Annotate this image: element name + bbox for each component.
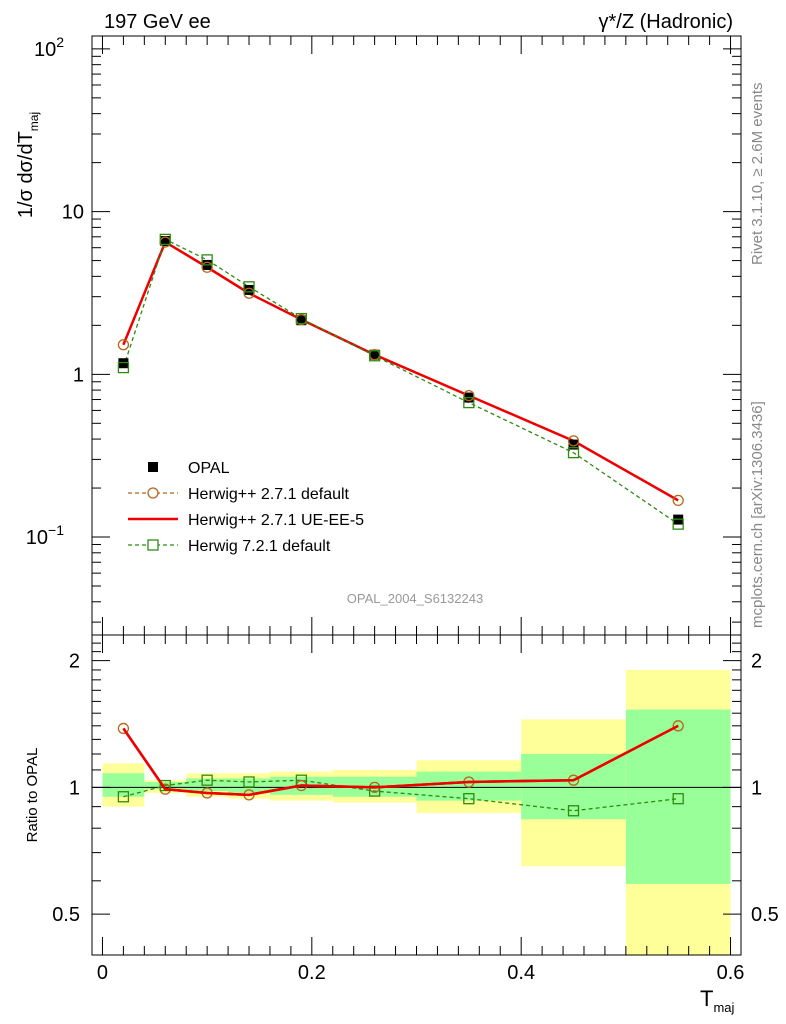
x-tick-label-0: 0	[97, 962, 108, 984]
ratio-marker-herwig-7-2-1-default-8	[672, 793, 684, 805]
y-axis-label-sub: maj	[27, 112, 41, 131]
marker-herwig-7-2-1-default-1	[159, 233, 171, 246]
side-label-top: Rivet 3.1.10, ≥ 2.6M events	[749, 83, 766, 266]
ratio-line-herwig-7-2-1-default	[123, 779, 679, 812]
ratio-bands	[102, 669, 731, 955]
watermark: OPAL_2004_S6132243	[347, 591, 483, 606]
legend-label-herwig-2-7-1-default: Herwig++ 2.7.1 default	[188, 486, 350, 503]
ratio-marker-herwig-2-7-1-default-8	[672, 720, 684, 732]
marker-herwig-7-2-1-default-6	[463, 396, 475, 409]
x-axis-label: T	[700, 986, 713, 1011]
marker-herwig-7-2-1-default-5	[368, 350, 381, 362]
ratio-tick-label-right-2: 2	[751, 651, 762, 673]
y-axis-label: 1/σ dσ/dT	[15, 131, 37, 218]
marker-herwig-2-7-1-default-3	[243, 287, 255, 299]
legend: OPAL Herwig++ 2.7.1 default Herwig++ 2.7.1…	[128, 460, 364, 555]
svg-text:1/σ dσ/dTmaj: 1/σ dσ/dTmaj	[15, 112, 41, 218]
marker-herwig-7-2-1-default-7	[567, 447, 580, 459]
line-herwig-7-2-1-default	[122, 238, 679, 525]
marker-opal-3	[244, 284, 255, 295]
marker-opal-7	[568, 439, 579, 450]
band-inner-3	[228, 778, 270, 793]
series-markers	[117, 233, 684, 817]
band-inner-0	[102, 773, 145, 797]
ratio-tick-label-right-0: 0.5	[751, 904, 779, 926]
legend-marker-opal	[148, 462, 158, 472]
marker-herwig-7-2-1-default-8	[672, 518, 684, 530]
marker-herwig-2-7-1-default-6	[463, 389, 475, 402]
y-tick-label-2: 10	[62, 202, 84, 224]
band-inner-8	[625, 709, 731, 884]
marker-opal-1	[160, 235, 171, 246]
svg-text:Tmaj: Tmaj	[700, 986, 735, 1015]
marker-herwig-7-2-1-default-4	[295, 312, 308, 325]
ratio-marker-herwig-7-2-1-default-0	[117, 791, 130, 803]
ratio-tick-label-2: 2	[69, 651, 80, 673]
ratio-marker-herwig-7-2-1-default-1	[159, 779, 171, 792]
marker-herwig-2-7-1-default-8	[672, 494, 684, 507]
marker-herwig-2-7-1-default-7	[567, 435, 580, 447]
ratio-marker-herwig-7-2-1-default-5	[368, 785, 381, 797]
marker-herwig-2-7-1-default-0	[117, 339, 130, 351]
y-tick-label-3: 102	[34, 34, 64, 61]
ratio-tick-label-right-1: 1	[751, 777, 762, 799]
marker-herwig-7-2-1-default-3	[243, 281, 255, 293]
x-tick-label-1: 0.2	[298, 962, 326, 984]
x-axis-label-sub: maj	[713, 1000, 734, 1015]
ratio-tick-label-0: 0.5	[52, 904, 80, 926]
header-left: 197 GeV ee	[104, 11, 211, 33]
marker-opal-4	[296, 315, 307, 326]
y-tick-label-1: 1	[73, 364, 84, 386]
legend-marker-herwig-7-2-1-default	[147, 539, 159, 551]
ratio-marker-herwig-7-2-1-default-2	[201, 774, 213, 786]
legend-label-herwig-2-7-1-ue-ee-5: Herwig++ 2.7.1 UE-EE-5	[188, 512, 364, 529]
marker-herwig-7-2-1-default-2	[201, 254, 213, 266]
ratio-line-top-herwig-2-7-1-ue-ee-5	[122, 724, 679, 797]
ratio-marker-herwig-7-2-1-default-3	[243, 776, 255, 788]
ratio-tick-label-1: 1	[69, 777, 80, 799]
legend-label-opal: OPAL	[188, 460, 230, 477]
ratio-y-axis-label: Ratio to OPAL	[24, 748, 41, 843]
marker-opal-5	[369, 349, 380, 360]
header-right: γ*/Z (Hadronic)	[599, 11, 733, 33]
x-tick-label-2: 0.4	[507, 962, 535, 984]
marker-herwig-2-7-1-default-2	[201, 261, 213, 273]
ratio-marker-herwig-2-7-1-default-0	[117, 722, 130, 735]
legend-marker-herwig-2-7-1-default	[147, 487, 159, 499]
legend-label-herwig-7-2-1-default: Herwig 7.2.1 default	[188, 538, 331, 555]
ratio-marker-herwig-7-2-1-default-7	[567, 805, 580, 817]
side-label-bottom: mcplots.cern.ch [arXiv:1306.3436]	[749, 401, 766, 628]
y-tick-label-0: 10−1	[26, 522, 64, 549]
x-tick-label-3: 0.6	[717, 962, 745, 984]
axis-ticks: 10−1 1 10 102 0.5 0.5 1 1 2 2 0 0.2 0.4 0.6	[26, 34, 779, 984]
ratio-marker-herwig-7-2-1-default-6	[463, 793, 475, 805]
band-inner-7	[521, 754, 626, 820]
marker-herwig-7-2-1-default-0	[117, 361, 130, 374]
